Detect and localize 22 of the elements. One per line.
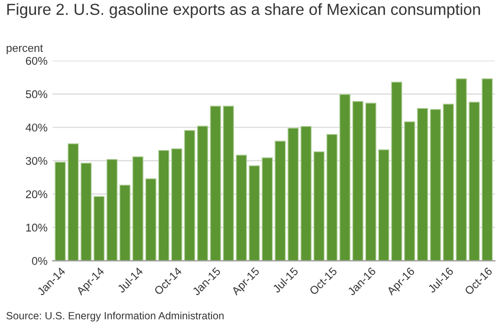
y-tick-label: 20% xyxy=(26,190,48,198)
source-note: Source: U.S. Energy Information Administration xyxy=(6,312,224,322)
bar xyxy=(119,184,131,261)
bar xyxy=(326,134,338,261)
bar xyxy=(416,108,428,261)
bar xyxy=(442,104,454,261)
bar xyxy=(313,151,325,261)
y-tick-label: 50% xyxy=(26,90,48,98)
bar xyxy=(430,108,442,261)
bar xyxy=(93,196,105,261)
bar xyxy=(106,158,118,261)
y-tick-label: 0% xyxy=(32,257,48,265)
chart-title: Figure 2. U.S. gasoline exports as a share of Mexican consumption xyxy=(7,3,480,18)
bar xyxy=(222,106,234,261)
y-tick-label: 40% xyxy=(26,124,48,132)
y-tick-label: 60% xyxy=(26,56,48,65)
y-tick-label: 30% xyxy=(26,156,48,165)
bar xyxy=(196,126,208,261)
bar xyxy=(339,94,351,261)
bar xyxy=(210,106,222,261)
y-tick-label: 10% xyxy=(26,224,48,232)
y-axis-title: percent xyxy=(6,44,43,54)
